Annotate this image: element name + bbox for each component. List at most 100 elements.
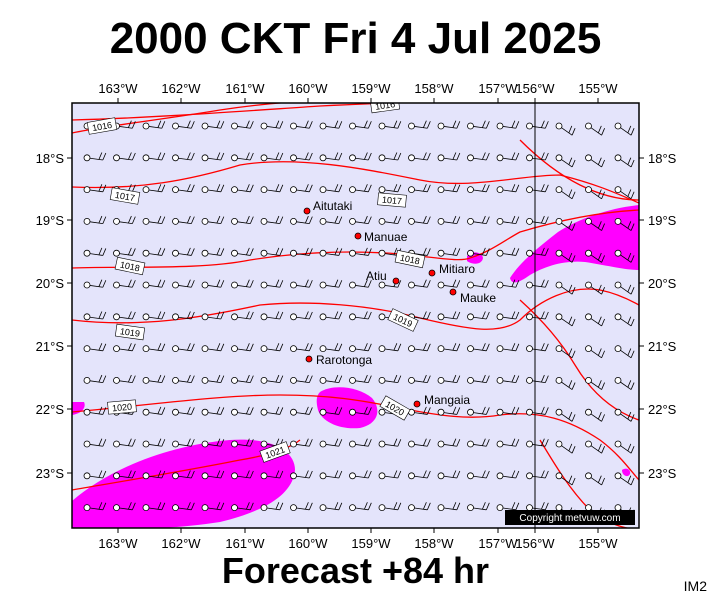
lon-label: 158°W [414,81,454,96]
wind-barbs [83,120,635,518]
wind-barb [349,279,372,289]
wind-barb [260,311,284,321]
wind-barb [496,502,520,512]
wind-barb [526,279,549,289]
lat-label: 22°S [648,402,677,417]
wind-barb [585,186,605,200]
wind-barb [231,311,254,321]
wind-barb [319,470,343,480]
wind-barb [172,152,195,162]
copyright-label: Copyright metvuw.com [519,513,620,524]
wind-barb [142,279,166,289]
wind-barb [408,152,431,162]
wind-barb [437,406,461,416]
wind-barb [555,122,576,136]
wind-barb [319,406,343,416]
rain-area [622,468,631,477]
wind-barb [614,313,635,327]
wind-barb [614,472,635,486]
wind-barb [231,120,254,130]
wind-barb [437,374,461,384]
wind-barb [113,247,136,257]
wind-barb [467,120,490,130]
wind-barb [231,374,254,384]
wind-barb [290,120,313,130]
place-label: Atiu [366,269,387,283]
wind-barb [496,279,520,289]
isobar-line [72,103,406,121]
wind-barb [467,470,490,480]
wind-barb [614,345,635,359]
wind-barb [378,470,402,480]
wind-barb [172,311,195,321]
wind-barb [378,343,402,353]
lon-label: 162°W [161,536,201,551]
wind-barb [319,279,343,289]
wind-barb [585,345,605,359]
wind-barb [526,502,549,512]
wind-barb [526,215,549,225]
wind-barb [83,279,107,289]
rain-area [72,439,295,528]
lat-label: 18°S [36,151,65,166]
wind-barb [201,311,225,321]
isobar-label: 1016 [374,99,395,112]
wind-barb [467,438,490,448]
wind-barb [526,374,549,384]
wind-barb [555,249,576,263]
wind-barb [142,152,166,162]
lat-labels-left: 18°S 19°S 20°S 21°S 22°S 23°S [36,151,65,481]
place-marker [428,269,436,277]
wind-barb [260,343,284,353]
lon-label: 161°W [225,536,265,551]
wind-barb [526,343,549,353]
wind-barb [290,406,313,416]
wind-barb [437,215,461,225]
wind-barb [83,247,107,257]
axis-ticks [67,98,644,533]
wind-barb [231,184,254,194]
wind-barb [467,311,490,321]
wind-barb [378,120,402,130]
wind-barb [437,311,461,321]
wind-barb [614,376,635,390]
wind-barb [290,215,313,225]
wind-barb [201,343,225,353]
wind-barb [349,374,372,384]
wind-barb [555,313,576,327]
isobar-line [72,161,639,204]
wind-barb [585,472,605,486]
isobar-label: 1017 [382,195,403,207]
wind-barb [467,215,490,225]
wind-barb [408,120,431,130]
wind-barb [585,281,605,295]
wind-barb [201,279,225,289]
wind-barb [290,311,313,321]
wind-barb [260,374,284,384]
wind-barb [142,438,166,448]
lon-label: 162°W [161,81,201,96]
wind-barb [496,343,520,353]
wind-barb [585,376,605,390]
place-marker [449,288,457,296]
wind-barb [231,470,254,480]
wind-barb [319,184,343,194]
lon-label: 157°W [478,536,518,551]
wind-barb [526,120,549,130]
wind-barb [555,217,576,231]
map-title: 2000 CKT Fri 4 Jul 2025 [109,14,602,63]
lat-label: 21°S [36,339,65,354]
wind-barb [113,470,136,480]
wind-barb [260,215,284,225]
wind-barb [408,184,431,194]
wind-barb [113,502,136,512]
wind-barb [408,279,431,289]
lon-label: 159°W [351,536,391,551]
wind-barb [614,122,635,136]
wind-barb [408,406,431,416]
wind-barb [113,438,136,448]
wind-barb [290,502,313,512]
wind-barb [83,406,107,416]
wind-barb [113,215,136,225]
place-label: Mangaia [424,393,470,407]
